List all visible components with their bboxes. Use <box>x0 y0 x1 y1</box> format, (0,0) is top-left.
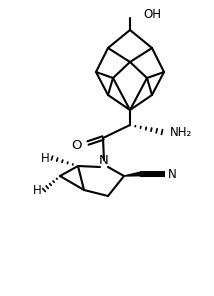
Text: H: H <box>33 184 42 197</box>
Text: H: H <box>41 152 50 165</box>
Text: OH: OH <box>143 8 161 21</box>
Text: NH₂: NH₂ <box>170 126 192 139</box>
Text: N: N <box>99 154 109 166</box>
Text: O: O <box>71 139 82 152</box>
Polygon shape <box>124 172 140 176</box>
Text: N: N <box>168 168 177 181</box>
